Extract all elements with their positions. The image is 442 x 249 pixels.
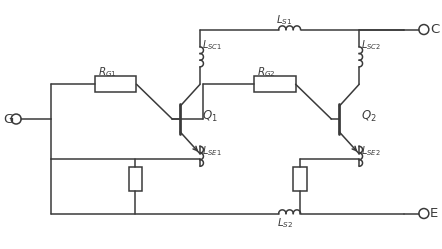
Bar (254, 76, 296, 92)
Text: $Q_1$: $Q_1$ (202, 109, 218, 124)
Text: $L_{S2}$: $L_{S2}$ (277, 217, 293, 230)
Text: E: E (430, 207, 438, 220)
Text: $L_{S1}$: $L_{S1}$ (276, 14, 293, 27)
Text: $R_{G1}$: $R_{G1}$ (98, 65, 117, 79)
Text: $L_{SE1}$: $L_{SE1}$ (202, 144, 222, 158)
Text: G: G (3, 113, 13, 125)
Bar (129, 167, 142, 191)
Text: $L_{SC1}$: $L_{SC1}$ (202, 38, 222, 52)
Text: $R_{G2}$: $R_{G2}$ (257, 65, 276, 79)
Bar (95, 76, 137, 92)
Text: $L_{SC2}$: $L_{SC2}$ (361, 38, 381, 52)
Bar (293, 167, 306, 191)
Text: $L_{SE2}$: $L_{SE2}$ (361, 144, 381, 158)
Text: $Q_2$: $Q_2$ (361, 109, 377, 124)
Text: C: C (430, 23, 439, 36)
